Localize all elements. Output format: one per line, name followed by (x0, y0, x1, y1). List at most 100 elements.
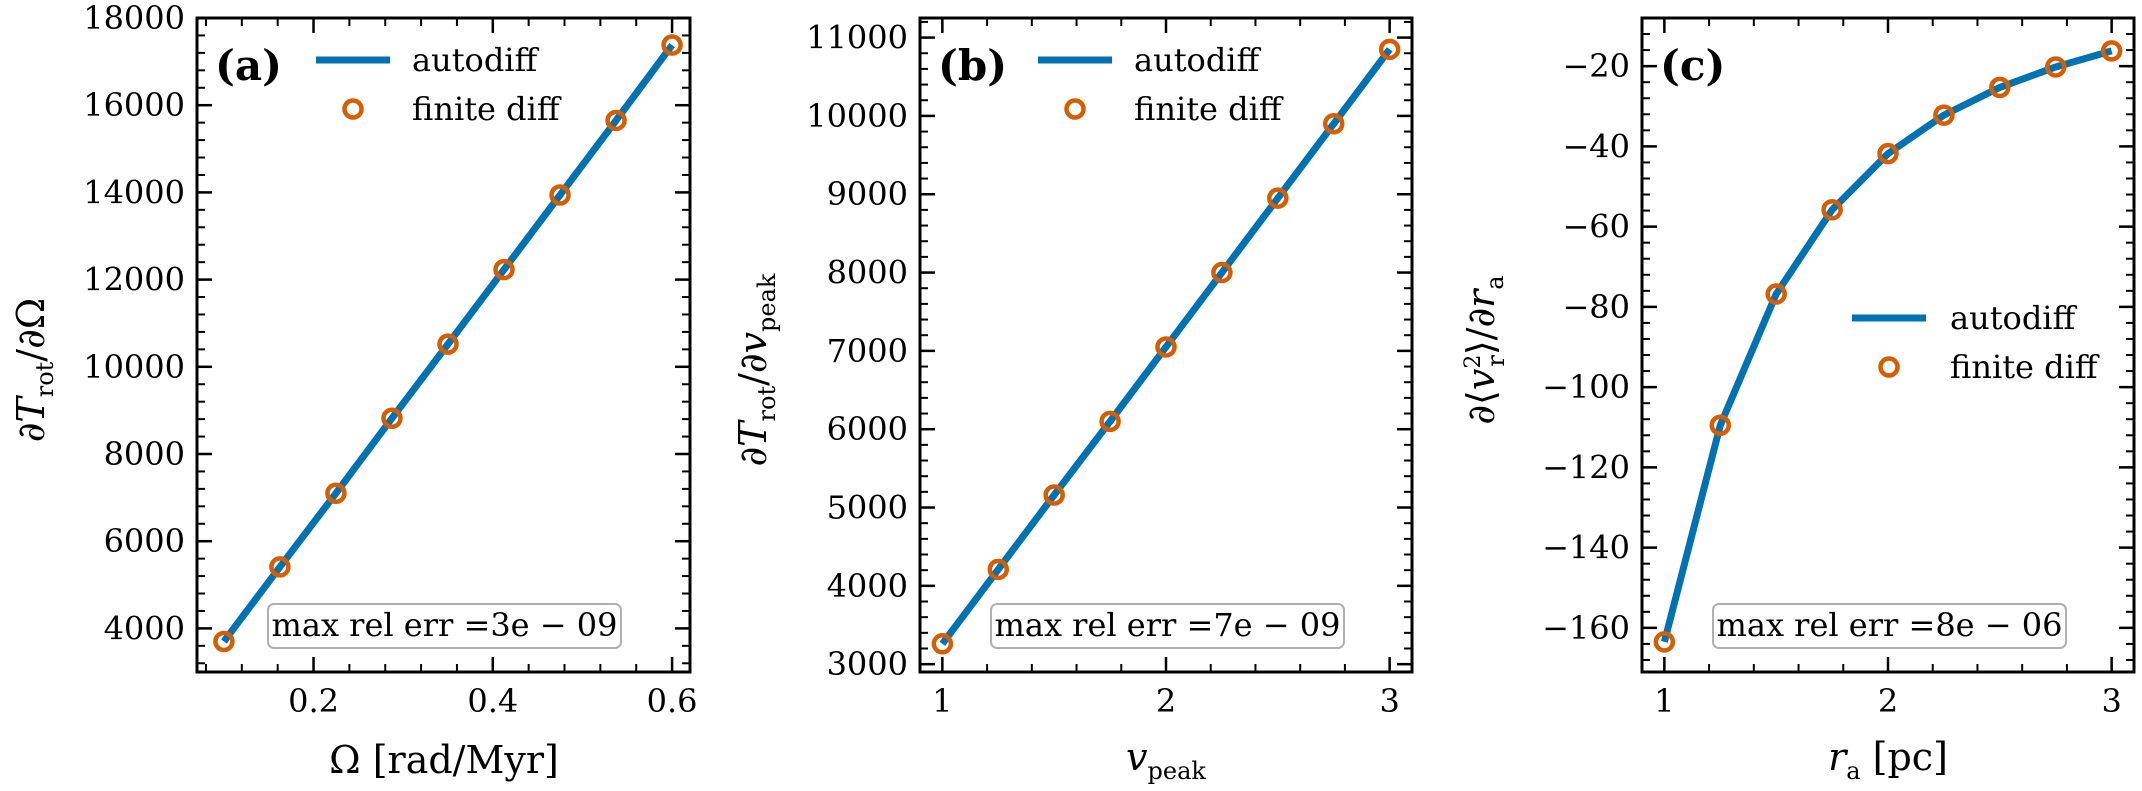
y-tick-label: −80 (1562, 288, 1630, 326)
legend-label-finite-diff: finite diff (1950, 348, 2100, 386)
annotation-text: max rel err =7e − 09 (995, 606, 1341, 644)
annotation-box (990, 603, 1345, 649)
panel-a-ylabel: ∂Trot/∂Ω (9, 298, 59, 443)
x-tick-label: 0.4 (467, 682, 518, 720)
annotation-text: max rel err =8e − 06 (1717, 606, 2063, 644)
panel-b-tag: (b) (938, 41, 1007, 90)
legend-label-autodiff: autodiff (1950, 299, 2078, 337)
y-tick-label: 7000 (827, 332, 908, 370)
series-line-autodiff (1660, 47, 2113, 643)
y-tick-label: −120 (1542, 448, 1630, 486)
panel-b-legend: autodiff finite diff (1038, 41, 1284, 128)
finite-diff-marker (2100, 40, 2123, 62)
finite-diff-marker (325, 482, 347, 504)
x-tick-label: 0.6 (647, 682, 698, 720)
panel-a-tag: (a) (215, 41, 282, 90)
finite-diff-marker (493, 258, 515, 281)
panel-c-ylabel: ∂⟨v2r⟩/∂ra (1459, 275, 1510, 424)
x-tick-label: 0.2 (288, 682, 339, 720)
panel-c-major-ticks (1642, 18, 2134, 672)
finite-diff-marker (1378, 38, 1401, 61)
y-tick-label: 4000 (104, 609, 185, 647)
y-tick-label: −140 (1542, 529, 1630, 567)
finite-diff-marker (549, 184, 571, 206)
legend-swatch-finite-diff (342, 98, 364, 120)
chart-panel-b: 1 2 3 3000 4000 5000 6000 7000 8000 9000 10000 1100… (806, 16, 1414, 720)
y-tick-label: 12000 (83, 261, 185, 299)
x-tick-label: 1 (1654, 682, 1674, 720)
panel-c-legend: autodiff finite diff (1852, 299, 2100, 386)
y-tick-label: 6000 (104, 522, 185, 560)
legend-label-autodiff: autodiff (412, 41, 540, 79)
finite-diff-marker (1267, 187, 1289, 209)
chart-panel-c: 1 2 3 −160 −140 −120 −100 −80 −60 −40 −20 (c) autodi… (1542, 16, 2136, 720)
legend-label-finite-diff: finite diff (1134, 90, 1284, 128)
finite-diff-marker (437, 333, 459, 355)
finite-diff-marker (1989, 76, 2011, 99)
x-tick-label: 3 (1379, 682, 1399, 720)
finite-diff-marker (1099, 410, 1121, 433)
panel-b-xlabel: vpeak (1126, 735, 1206, 785)
panel-c-xlabel: ra [pc] (1828, 735, 1948, 785)
finite-diff-marker (1877, 142, 1899, 165)
legend-swatch-finite-diff (1064, 98, 1086, 120)
y-tick-label: 8000 (827, 254, 908, 292)
panel-b-annotation: max rel err =7e − 09 (990, 603, 1345, 649)
y-tick-label: 5000 (827, 489, 908, 527)
finite-diff-marker (213, 630, 235, 653)
panel-a-xlabel: Ω [rad/Myr] (329, 738, 559, 782)
panel-c-annotation: max rel err =8e − 06 (1712, 603, 2067, 649)
y-tick-label: 11000 (806, 19, 908, 57)
finite-diff-marker (1653, 631, 1676, 653)
annotation-box (1712, 603, 2067, 649)
legend-label-finite-diff: finite diff (412, 90, 562, 128)
panel-a-legend: autodiff finite diff (316, 41, 562, 128)
annotation-text: max rel err =3e − 09 (272, 606, 618, 644)
y-tick-label: 3000 (827, 645, 908, 683)
y-tick-label: 14000 (83, 173, 185, 211)
finite-diff-marker (605, 109, 627, 132)
finite-diff-marker (1765, 283, 1787, 305)
y-tick-label: 6000 (827, 410, 908, 448)
finite-diff-marker (931, 633, 954, 655)
series-line-autodiff (939, 47, 1393, 646)
panel-c-frame (1640, 16, 2136, 674)
chart-panel-a: 0.2 0.4 0.6 4000 6000 8000 10000 12000 14000 1600… (83, 0, 697, 720)
x-tick-label: 3 (2101, 682, 2121, 720)
series-line-autodiff (221, 42, 675, 644)
finite-diff-marker (1709, 414, 1732, 436)
legend-label-autodiff: autodiff (1134, 41, 1262, 79)
panel-b-frame (918, 16, 1414, 674)
finite-diff-marker (1043, 484, 1065, 506)
finite-diff-marker (1933, 104, 1955, 126)
y-tick-label: 10000 (806, 97, 908, 135)
y-tick-label: 4000 (827, 567, 908, 605)
y-tick-label: −100 (1542, 368, 1630, 406)
y-tick-label: 18000 (83, 0, 185, 37)
finite-diff-marker (1211, 261, 1233, 284)
y-tick-label: −20 (1562, 47, 1630, 85)
panel-c-tag: (c) (1660, 41, 1725, 90)
y-tick-label: 10000 (83, 348, 185, 386)
x-tick-label: 2 (1156, 682, 1176, 720)
panel-b-major-ticks (920, 18, 1412, 672)
finite-diff-marker (1155, 336, 1177, 358)
annotation-box (267, 603, 622, 649)
panel-a-annotation: max rel err =3e − 09 (267, 603, 622, 649)
legend-swatch-finite-diff (1878, 356, 1900, 378)
y-tick-label: −60 (1562, 208, 1630, 246)
x-tick-label: 2 (1878, 682, 1898, 720)
panel-a-frame (195, 16, 692, 674)
panel-a-major-ticks (197, 16, 690, 672)
y-tick-label: 8000 (104, 435, 185, 473)
finite-diff-marker (987, 558, 1010, 581)
finite-diff-marker (269, 556, 291, 578)
finite-diff-marker (381, 407, 403, 429)
y-tick-label: −160 (1542, 609, 1630, 647)
finite-diff-marker (661, 34, 683, 56)
y-tick-label: −40 (1562, 127, 1630, 165)
panel-b-ylabel: ∂Trot/∂vpeak (731, 273, 781, 466)
x-tick-label: 1 (932, 682, 952, 720)
